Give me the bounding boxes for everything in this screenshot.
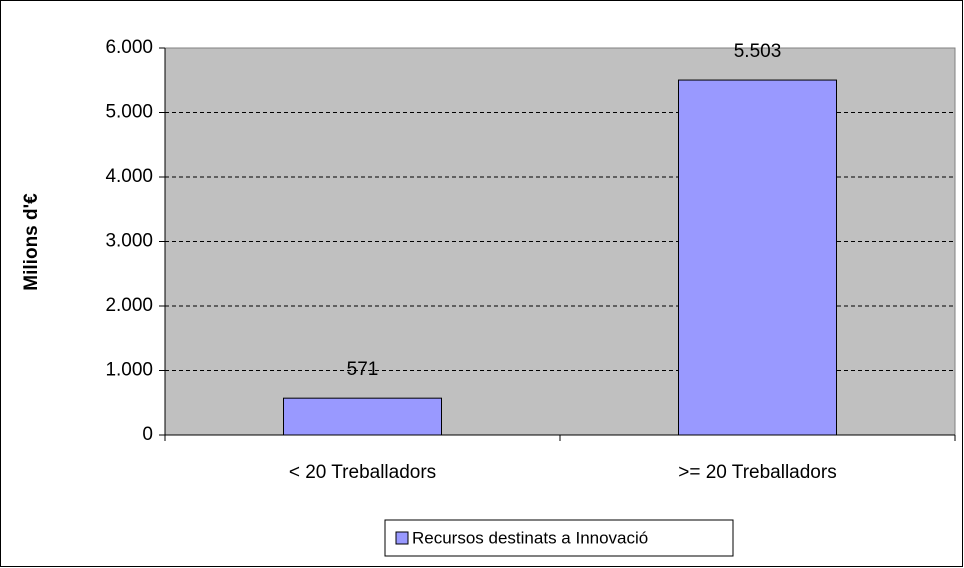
y-tick-label: 6.000 bbox=[105, 37, 153, 58]
y-tick-label: 4.000 bbox=[105, 166, 153, 187]
x-tick-label: >= 20 Treballadors bbox=[678, 462, 836, 483]
y-axis-label: Milions d'€ bbox=[21, 193, 42, 291]
legend-swatch bbox=[395, 531, 409, 545]
y-tick-label: 3.000 bbox=[105, 231, 153, 252]
legend-label: Recursos destinats a Innovació bbox=[412, 528, 648, 547]
legend-box bbox=[384, 519, 734, 557]
y-tick-label: 1.000 bbox=[105, 360, 153, 381]
x-tick-label: < 20 Treballadors bbox=[289, 462, 436, 483]
data-label: 5.503 bbox=[734, 41, 782, 62]
y-tick-label: 5.000 bbox=[105, 102, 153, 123]
bar bbox=[678, 79, 837, 436]
data-label: 571 bbox=[347, 359, 379, 380]
y-tick-label: 2.000 bbox=[105, 295, 153, 316]
bar bbox=[283, 397, 442, 436]
y-tick-label: 0 bbox=[142, 424, 153, 445]
